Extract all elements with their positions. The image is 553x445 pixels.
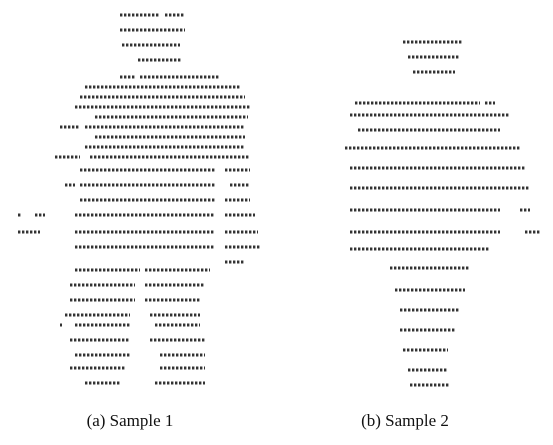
figure: (a) Sample 1 (b) Sample 2	[0, 0, 553, 445]
caption: (a) Sample 1	[87, 411, 174, 430]
point-cloud	[18, 15, 260, 383]
point-cloud	[345, 42, 540, 385]
caption: (b) Sample 2	[361, 411, 449, 430]
